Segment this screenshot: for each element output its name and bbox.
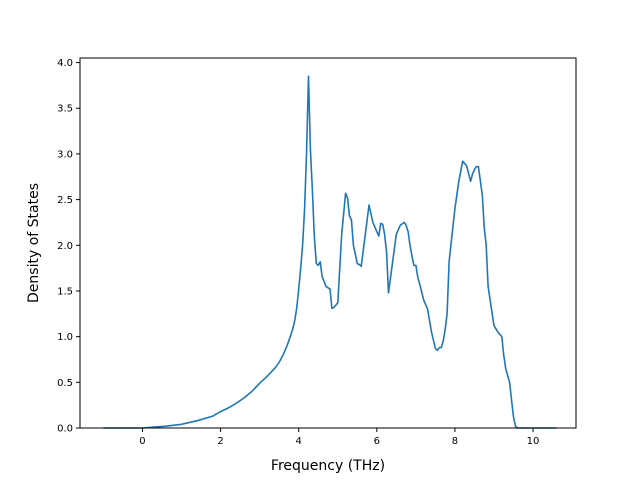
x-tick-label: 6 <box>374 436 380 447</box>
x-tick-label: 8 <box>452 436 458 447</box>
y-tick-label: 1.5 <box>57 286 73 297</box>
dos-series-line <box>103 75 557 429</box>
x-tick-label: 2 <box>217 436 223 447</box>
x-tick-label: 4 <box>296 436 302 447</box>
y-tick-label: 2.0 <box>57 241 73 252</box>
y-tick-label: 3.5 <box>57 104 73 115</box>
plot-frame <box>79 57 577 429</box>
axis-ticks: 0 2 4 6 8 10 0.0 0.5 1.0 1.5 2.0 2.5 3.0 3.5 4.0 <box>57 58 539 447</box>
y-tick-label: 3.0 <box>57 149 73 160</box>
y-tick-label: 0.0 <box>57 424 73 435</box>
x-tick-label: 0 <box>139 436 145 447</box>
x-axis-label: Frequency (THz) <box>271 458 385 474</box>
y-tick-label: 1.0 <box>57 332 73 343</box>
y-tick-label: 4.0 <box>57 58 73 69</box>
y-tick-label: 2.5 <box>57 195 73 206</box>
y-axis-label: Density of States <box>26 183 42 303</box>
y-tick-label: 0.5 <box>57 378 73 389</box>
plot-background <box>80 58 576 428</box>
x-tick-label: 10 <box>527 436 540 447</box>
